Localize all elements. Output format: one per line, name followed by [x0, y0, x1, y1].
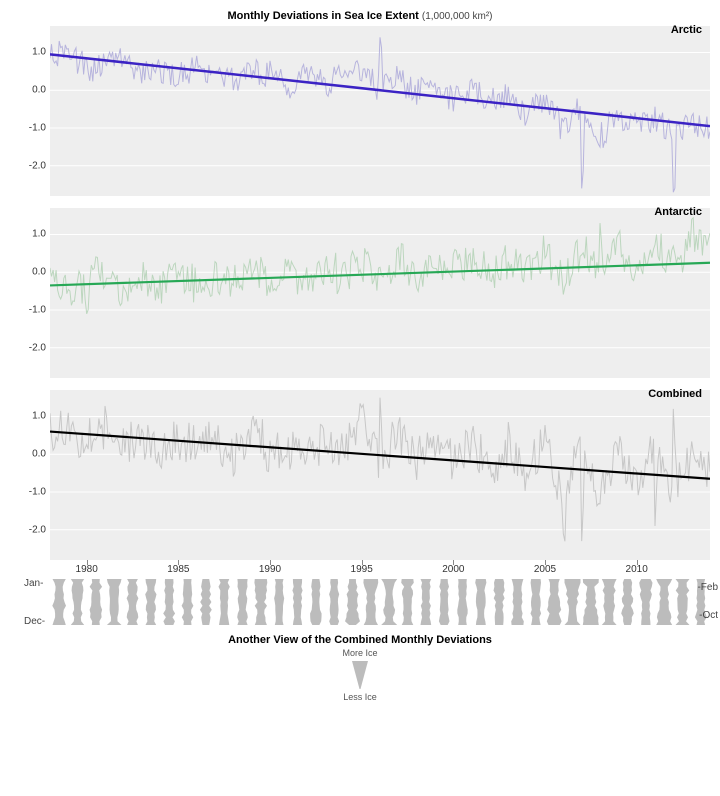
trend-line-antarctic [50, 263, 710, 286]
footer-bottom-label: Less Ice [10, 692, 710, 702]
strip-label-right_labels-bottom: -Oct [699, 610, 718, 621]
panel-plot-antarctic [50, 208, 710, 378]
strip-year-shape [401, 579, 414, 625]
panel-label-combined: Combined [648, 388, 702, 400]
strip-year-shape [145, 579, 156, 625]
strip-year-shape [292, 579, 302, 625]
x-tick-label: 1980 [76, 564, 98, 575]
y-tick-label: 0.0 [32, 85, 46, 96]
x-tick-label: 2005 [534, 564, 556, 575]
panel-label-arctic: Arctic [671, 24, 702, 36]
series-line-combined [50, 398, 710, 542]
panel-plot-combined [50, 390, 710, 560]
strip-year-shape [565, 579, 581, 625]
panels-container: Arctic 1.0 0.0 -1.0 -2.0 Antarctic 1.0 0.0 -1.0 -… [10, 26, 710, 560]
strip-year-shape [310, 579, 322, 625]
strip-year-shape [475, 579, 486, 625]
strip-year-shape [127, 579, 139, 625]
chart-title-unit: (1,000,000 km²) [422, 11, 493, 22]
strip-year-shape [656, 579, 672, 625]
strip-year-shape [511, 579, 524, 625]
monthly-strip-chart: Jan- Dec- -Feb -Oct [20, 576, 720, 628]
y-tick-label: -2.0 [29, 160, 46, 171]
y-tick-label: 0.0 [32, 267, 46, 278]
trend-line-combined [50, 432, 710, 479]
strip-year-shape [254, 579, 267, 625]
strip-year-shape [52, 579, 66, 625]
x-tick-label: 2000 [442, 564, 464, 575]
x-axis: 1980 1985 1990 1995 2000 2005 2010 [50, 560, 710, 576]
strip-year-shape [381, 579, 397, 625]
strip-year-shape [547, 579, 562, 625]
strip-year-shape [107, 579, 122, 625]
chart-title-main: Monthly Deviations in Sea Ice Extent [228, 10, 419, 22]
strip-year-shape [345, 579, 360, 625]
y-tick-label: -2.0 [29, 524, 46, 535]
panel-arctic: Arctic 1.0 0.0 -1.0 -2.0 [10, 26, 710, 196]
y-tick-label: -1.0 [29, 123, 46, 134]
panel-combined: Combined 1.0 0.0 -1.0 -2.0 [10, 390, 710, 560]
strip-year-shape [219, 579, 230, 625]
strip-year-shape [621, 579, 634, 625]
strip-year-shape [274, 579, 284, 625]
panel-plot-arctic [50, 26, 710, 196]
x-tick-label: 1990 [259, 564, 281, 575]
strip-year-shape [329, 579, 339, 625]
y-tick-label: -2.0 [29, 342, 46, 353]
strip-year-shape [531, 579, 542, 625]
chart-title: Monthly Deviations in Sea Ice Extent (1,… [10, 10, 710, 22]
strip-year-shape [237, 579, 248, 625]
x-tick-label: 1995 [351, 564, 373, 575]
strip-year-shape [200, 579, 212, 625]
strip-label-right_labels-top: -Feb [697, 582, 718, 593]
footer-top-label: More Ice [10, 648, 710, 658]
strip-year-shape [457, 579, 467, 625]
strip-year-shape [71, 579, 84, 625]
strip-year-shape [639, 579, 652, 625]
strip-year-shape [182, 579, 194, 625]
strip-year-shape [363, 579, 378, 625]
y-tick-label: 1.0 [32, 229, 46, 240]
strip-year-shape [90, 579, 103, 625]
footer-title: Another View of the Combined Monthly Dev… [10, 634, 710, 646]
strip-year-shape [583, 579, 599, 625]
y-tick-label: 1.0 [32, 411, 46, 422]
strip-label-left_labels-top: Jan- [24, 578, 43, 589]
strip-year-shape [439, 579, 450, 625]
y-tick-label: -1.0 [29, 305, 46, 316]
strip-year-shape [494, 579, 505, 625]
strip-label-left_labels-bottom: Dec- [24, 616, 45, 627]
strip-year-shape [676, 579, 690, 625]
y-tick-label: 0.0 [32, 449, 46, 460]
x-tick-label: 1985 [167, 564, 189, 575]
funnel-icon [351, 660, 369, 690]
panel-antarctic: Antarctic 1.0 0.0 -1.0 -2.0 [10, 208, 710, 378]
y-tick-label: -1.0 [29, 487, 46, 498]
x-tick-label: 2010 [626, 564, 648, 575]
y-tick-label: 1.0 [32, 47, 46, 58]
strip-year-shape [163, 579, 175, 625]
strip-year-shape [421, 579, 432, 625]
strip-year-shape [602, 579, 617, 625]
panel-label-antarctic: Antarctic [654, 206, 702, 218]
